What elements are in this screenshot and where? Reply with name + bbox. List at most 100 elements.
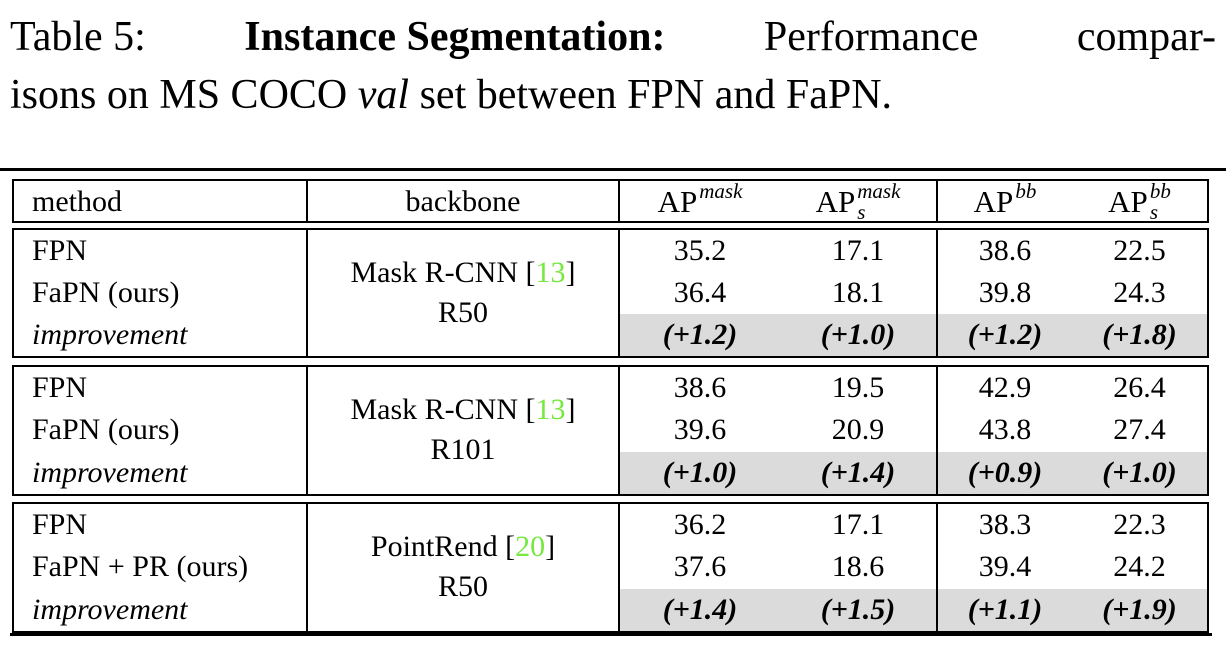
improvement-value-cell: (+1.1) — [938, 588, 1072, 631]
caption-table-label: Table 5: — [10, 14, 146, 60]
table-group-pointrend-r50: FPN FaPN + PR (ours) improvement PointRe… — [12, 502, 1209, 633]
value-cell: 39.6 — [673, 413, 727, 447]
method-cell-improvement: improvement — [14, 314, 308, 356]
value-cell: 39.4 — [978, 550, 1032, 584]
method-cell: FPN — [14, 230, 308, 272]
method-cell: FPN — [14, 504, 308, 547]
improvement-value-cell: (+1.2) — [620, 314, 780, 356]
value-cell: 19.5 — [780, 367, 938, 410]
value-cell: 36.4 — [673, 276, 727, 309]
method-cell-improvement: improvement — [14, 451, 308, 494]
backbone-cell: PointRend [20] R50 — [308, 504, 620, 631]
table-group-mask-rcnn-r50: FPN FaPN (ours) improvement Mask R-CNN [… — [12, 228, 1209, 358]
cite-open-bracket: [ — [525, 393, 536, 427]
backbone-variant: R50 — [437, 570, 488, 604]
table-top-rule — [0, 168, 1226, 171]
improvement-value-cell: (+1.8) — [1072, 314, 1207, 356]
caption-text-hyphenated: compar- — [1076, 14, 1216, 60]
metric-base: AP — [657, 184, 698, 219]
metric-subscript: s — [857, 200, 866, 224]
column-header-method: method — [14, 181, 308, 223]
method-cell-improvement: improvement — [14, 588, 308, 631]
table-group-mask-rcnn-r101: FPN FaPN (ours) improvement Mask R-CNN [… — [12, 365, 1209, 496]
backbone-name: PointRend — [370, 530, 498, 564]
value-cell: 36.2 — [673, 508, 727, 542]
metric-subscript — [699, 208, 742, 223]
backbone-name-line: PointRend [20] — [371, 527, 555, 567]
caption-text: set between FPN and FaPN. — [419, 72, 893, 118]
metric-base: AP — [815, 184, 856, 219]
backbone-name-line: Mask R-CNN [13] — [350, 253, 575, 293]
value-cell: 20.9 — [780, 409, 938, 452]
value-cell: 24.3 — [1113, 276, 1166, 309]
caption-text: isons on MS COCO — [10, 72, 348, 118]
column-header-ap-bb: AP bb — [938, 181, 1072, 223]
caption-title: Instance Segmentation: — [244, 14, 666, 60]
value-cell: 22.3 — [1113, 508, 1166, 542]
value-cell: 27.4 — [1113, 413, 1166, 447]
metric-subscript — [1015, 208, 1036, 223]
improvement-value-cell: (+1.5) — [780, 588, 938, 631]
improvement-value-cell: (+1.4) — [780, 451, 938, 494]
metric-base: AP — [973, 184, 1014, 219]
method-cell: FaPN (ours) — [14, 272, 308, 314]
caption-line-1: Table 5: Instance Segmentation: Performa… — [10, 8, 1216, 66]
cite-open-bracket: [ — [525, 256, 536, 289]
value-cell: 39.8 — [978, 276, 1032, 309]
column-header-ap-s-mask: AP mask s — [780, 181, 938, 223]
caption-text: Performance — [763, 14, 979, 60]
value-cell: 22.5 — [1113, 234, 1166, 267]
backbone-variant: R101 — [430, 433, 496, 467]
backbone-name: Mask R-CNN — [350, 256, 518, 289]
method-cell: FaPN + PR (ours) — [14, 546, 308, 589]
cite-close-bracket: ] — [565, 256, 576, 289]
improvement-value-cell: (+1.9) — [1072, 588, 1207, 631]
value-cell: 18.1 — [780, 272, 938, 314]
method-cell: FPN — [14, 367, 308, 410]
column-header-ap-mask: AP mask — [620, 181, 780, 223]
value-cell: 42.9 — [978, 371, 1032, 405]
metric-base: AP — [1108, 184, 1148, 219]
value-cell: 35.2 — [673, 234, 727, 267]
citation-link[interactable]: 20 — [515, 530, 546, 564]
backbone-name: Mask R-CNN — [350, 393, 518, 427]
improvement-value-cell: (+0.9) — [938, 451, 1072, 494]
value-cell: 38.6 — [673, 371, 727, 405]
backbone-cell: Mask R-CNN [13] R101 — [308, 367, 620, 494]
backbone-cell: Mask R-CNN [13] R50 — [308, 230, 620, 356]
method-cell: FaPN (ours) — [14, 409, 308, 452]
metric-scripts: mask — [699, 181, 742, 223]
metric-superscript: mask — [857, 179, 901, 203]
metric-scripts: bb — [1015, 181, 1036, 223]
improvement-value-cell: (+1.0) — [1072, 451, 1207, 494]
metric-scripts: bb s — [1150, 181, 1171, 223]
table-header-row: method backbone AP mask AP mask s AP bb A… — [12, 179, 1209, 223]
backbone-variant: R50 — [437, 296, 488, 329]
citation-link[interactable]: 13 — [535, 393, 566, 427]
column-header-backbone: backbone — [308, 181, 620, 223]
cite-close-bracket: ] — [565, 393, 576, 427]
cite-open-bracket: [ — [505, 530, 516, 564]
value-cell: 37.6 — [673, 550, 727, 584]
value-cell: 17.1 — [780, 230, 938, 272]
value-cell: 26.4 — [1113, 371, 1166, 405]
caption-line-2: isons on MS COCO val set between FPN and… — [10, 66, 1216, 124]
table-bottom-rule — [10, 633, 1212, 636]
improvement-value-cell: (+1.0) — [780, 314, 938, 356]
table-caption: Table 5: Instance Segmentation: Performa… — [10, 8, 1216, 124]
citation-link[interactable]: 13 — [535, 256, 566, 289]
caption-val-italic: val — [357, 72, 410, 118]
value-cell: 38.6 — [978, 234, 1032, 267]
value-cell: 43.8 — [978, 413, 1032, 447]
value-cell: 18.6 — [780, 546, 938, 589]
value-cell: 17.1 — [780, 504, 938, 547]
metric-superscript: bb — [1149, 179, 1171, 203]
metric-superscript: bb — [1015, 179, 1037, 203]
improvement-value-cell: (+1.4) — [620, 588, 780, 631]
value-cell: 38.3 — [978, 508, 1032, 542]
column-header-ap-s-bb: AP bb s — [1072, 181, 1207, 223]
improvement-value-cell: (+1.2) — [938, 314, 1072, 356]
improvement-value-cell: (+1.0) — [620, 451, 780, 494]
metric-scripts: mask s — [857, 181, 900, 223]
